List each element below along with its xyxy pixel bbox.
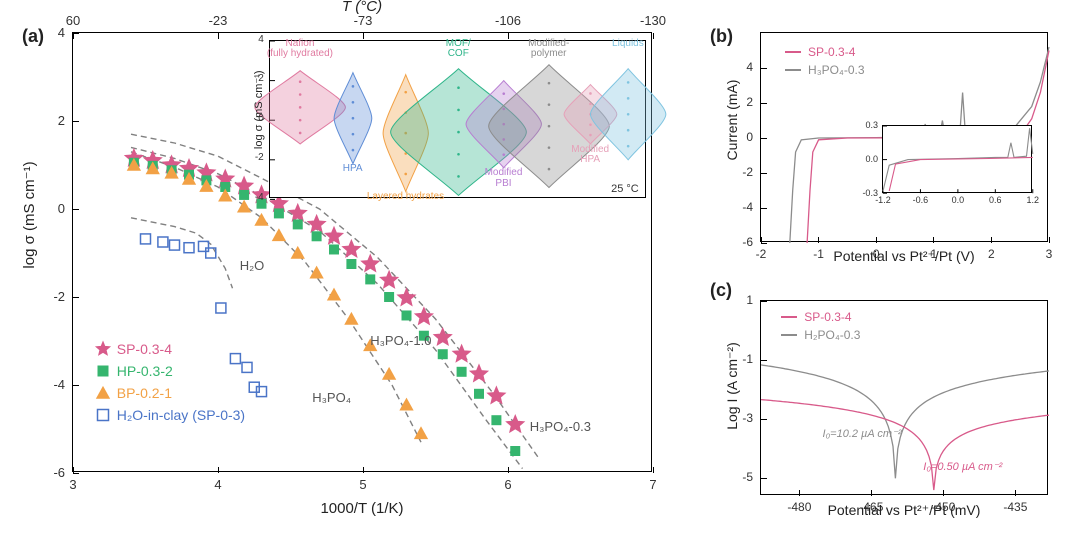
legend-item: SP-0.3-4 — [95, 339, 245, 359]
legend-item: SP-0.3-4 — [784, 44, 864, 60]
legend-item: H₂O-in-clay (SP-0-3) — [95, 405, 245, 425]
curve-annotation: H₃PO₄-0.3 — [530, 419, 591, 434]
violin-label: MOF/COF — [418, 39, 498, 60]
inset-y-tick: -4 — [244, 192, 264, 203]
top-tick-label: -130 — [631, 13, 675, 28]
legend-item: H₂PO₄-0.3 — [780, 327, 860, 343]
panel-b-y-title: Current (mA) — [724, 20, 740, 220]
top-tick-label: 60 — [51, 13, 95, 28]
tafel-annotation: I₀=10.2 µA cm⁻² — [807, 427, 917, 440]
legend-item: H₃PO₄-0.3 — [784, 62, 864, 78]
violin-label: ModifiedPBI — [458, 168, 548, 189]
violin-label: HPA — [308, 164, 398, 175]
legend-label: HP-0.3-2 — [117, 363, 173, 379]
panel-c-y-title: Log I (A cm⁻²) — [724, 296, 741, 476]
x-tick-label: 6 — [493, 477, 523, 492]
top-tick-label: -73 — [341, 13, 385, 28]
legend-item: HP-0.3-2 — [95, 361, 245, 381]
inset-temp-label: 25 °C — [611, 183, 639, 195]
tafel-annotation: I₀=0.50 µA cm⁻² — [908, 460, 1018, 473]
violin-label: Liquids — [588, 39, 668, 50]
panel-b-legend: SP-0.3-4 H₃PO₄-0.3 — [784, 42, 864, 80]
top-tick-label: -23 — [196, 13, 240, 28]
legend-label: SP-0.3-4 — [117, 341, 172, 357]
panel-b-inset: -1.2-0.60.00.61.2-0.30.00.3 — [882, 125, 1032, 192]
legend-label: BP-0.2-1 — [117, 385, 172, 401]
figure-root: (a) T (°C) 34567-6-4-202460-23-73-106-13… — [0, 0, 1080, 534]
curve-annotation: H₃PO₄-1.0 — [370, 333, 431, 348]
panel-a-y-title: log σ (mS cm⁻¹) — [20, 40, 38, 390]
x-tick-label: 7 — [638, 477, 668, 492]
violin-label: Nafion(fully hydrated) — [260, 39, 340, 60]
legend-label: H₂O-in-clay (SP-0-3) — [117, 407, 245, 423]
panel-c-plot: -480-465-450-435-5-3-11SP-0.3-4H₂PO₄-0.3… — [760, 300, 1048, 495]
panel-b-plot: -2-10123-6-4-2024SP-0.3-4H₃PO₄-0.3-1.2-0… — [760, 32, 1048, 242]
violin-label: Layered hydrates — [360, 192, 450, 203]
curve-annotation: H₂O — [240, 258, 265, 273]
curve-annotation: H₃PO₄ — [312, 390, 351, 405]
panel-a-x-title: 1000/T (1/K) — [72, 500, 652, 517]
legend-item: SP-0.3-4 — [780, 309, 860, 325]
x-tick-label: 4 — [203, 477, 233, 492]
x-tick-label: 5 — [348, 477, 378, 492]
panel-b-x-title: Potential vs Pt²⁺/Pt (V) — [760, 248, 1048, 265]
legend-item: BP-0.2-1 — [95, 383, 245, 403]
top-tick-label: -106 — [486, 13, 530, 28]
panel-c-x-title: Potential vs Pt²⁺/Pt (mV) — [760, 502, 1048, 519]
panel-c-legend: SP-0.3-4 H₂PO₄-0.3 — [780, 307, 860, 345]
y-tick-label: -6 — [33, 465, 65, 480]
violin-label: Modified-polymer — [509, 39, 589, 60]
panel-a-inset: -4-2024log σ (mS cm⁻¹)25 °CNafion(fully … — [269, 40, 646, 198]
panel-a-legend: SP-0.3-4 HP-0.3-2 BP-0.2-1 H₂O-in-clay (SP-… — [95, 337, 245, 427]
y-tick-label: -6 — [721, 235, 753, 249]
panel-a-plot: 34567-6-4-202460-23-73-106-130H₂OH₃PO₄H₃… — [72, 32, 652, 472]
violin-label: ModifiedHPA — [545, 145, 635, 166]
